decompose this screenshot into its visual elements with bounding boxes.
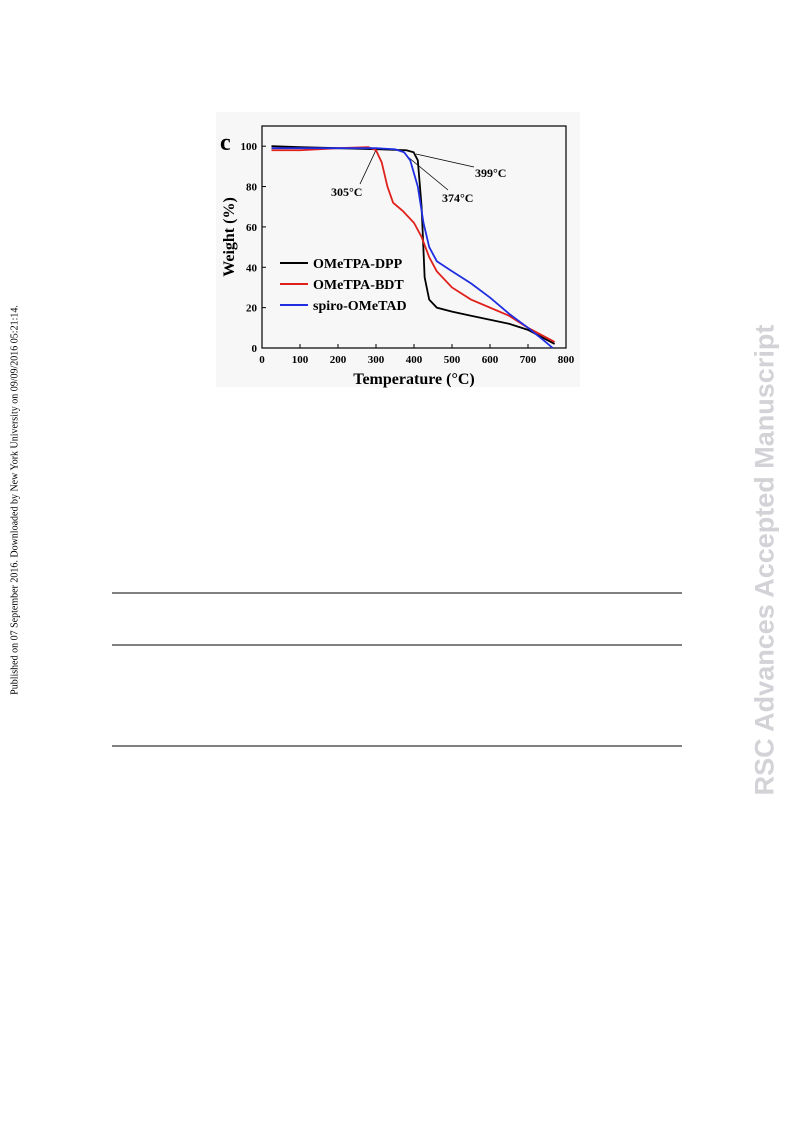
legend-label: OMeTPA-BDT [313,278,404,293]
x-tick-label: 300 [368,354,385,366]
y-tick-label: 100 [241,141,258,153]
panel-label: c [220,130,231,156]
x-tick-label: 100 [292,354,309,366]
annotation: 305°C [331,185,362,199]
series-line [271,147,554,349]
annotation-arrows [359,149,475,191]
y-tick-label: 20 [246,303,258,315]
legend-label: spiro-OMeTAD [313,299,407,314]
legend-label: OMeTPA-DPP [313,257,403,272]
x-tick-label: 200 [330,354,347,366]
y-tick-label: 0 [252,343,258,355]
series-line [271,146,556,343]
x-tick-label: 0 [259,354,265,366]
annotation: 374°C [442,191,473,205]
x-tick-label: 600 [482,354,499,366]
x-axis-label: Temperature (°C) [353,371,474,388]
y-tick-label: 80 [246,182,258,194]
y-axis-label: Weight (%) [221,197,238,277]
x-tick-label: 700 [520,354,537,366]
annotation: 399°C [475,166,506,180]
y-tick-label: 60 [246,222,258,234]
x-tick-label: 500 [444,354,461,366]
x-tick-label: 800 [558,354,575,366]
y-tick-label: 40 [246,262,258,274]
x-tick-label: 400 [406,354,423,366]
figure-bg [216,112,580,387]
